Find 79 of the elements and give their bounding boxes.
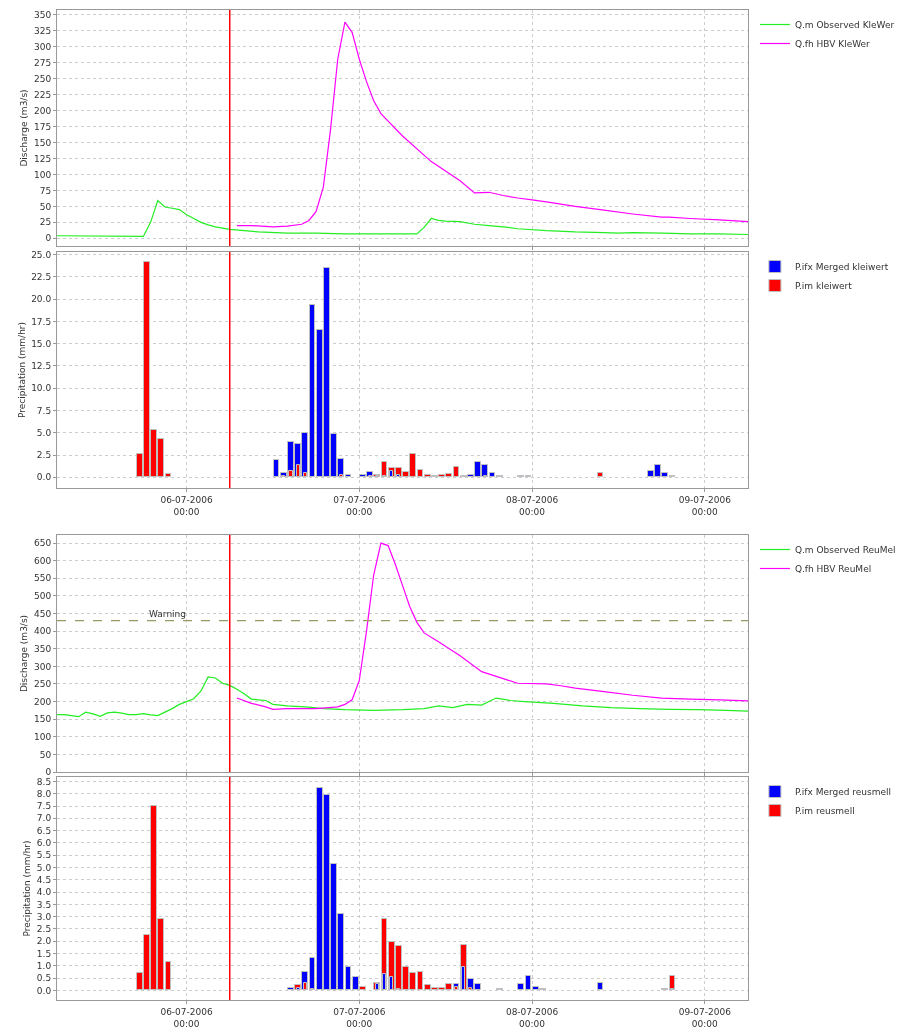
y-tick-label: 275 bbox=[34, 57, 52, 68]
y-tick-label: 8.0 bbox=[36, 788, 52, 799]
x-tick-label: 07-07-2006 00:00 bbox=[333, 494, 386, 517]
y-tick-label: 17.5 bbox=[31, 316, 52, 327]
y-tick-label: 1.5 bbox=[36, 948, 52, 959]
legend-label: Q.m Observed ReuMel bbox=[794, 545, 896, 556]
y-tick-label: 75 bbox=[39, 185, 52, 196]
y-tick-label: 150 bbox=[34, 137, 52, 148]
y-tick-label: 500 bbox=[34, 591, 52, 602]
y-tick-label: 25 bbox=[39, 217, 52, 228]
y-tick-label: 8.5 bbox=[36, 776, 52, 787]
y-tick-label: 4.5 bbox=[36, 874, 52, 885]
y-tick-label: 12.5 bbox=[31, 361, 52, 372]
y-tick-label: 50 bbox=[39, 201, 52, 212]
y-tick-label: 250 bbox=[34, 73, 52, 84]
y-tick-label: 0 bbox=[45, 233, 52, 244]
y-tick-label: 3.5 bbox=[36, 899, 52, 910]
y-tick-label: 7.5 bbox=[36, 801, 52, 812]
y-tick-label: 15.0 bbox=[31, 338, 52, 349]
y-axis-title: Discharge (m3/s) bbox=[19, 614, 30, 693]
y-tick-label: 50 bbox=[39, 749, 52, 760]
x-tick-label: 06-07-2006 00:00 bbox=[160, 494, 213, 517]
y-tick-label: 0 bbox=[45, 767, 52, 778]
y-tick-label: 125 bbox=[34, 153, 52, 164]
y-tick-label: 325 bbox=[34, 25, 52, 36]
y-tick-label: 150 bbox=[34, 714, 52, 725]
y-tick-label: 650 bbox=[34, 538, 52, 549]
y-tick-label: 5.5 bbox=[36, 850, 52, 861]
y-axis-title: Precipitation (mm/hr) bbox=[22, 840, 33, 937]
y-tick-label: 6.0 bbox=[36, 838, 52, 849]
y-tick-label: 250 bbox=[34, 679, 52, 690]
y-tick-label: 100 bbox=[34, 169, 52, 180]
y-tick-label: 300 bbox=[34, 661, 52, 672]
x-tick-label: 06-07-2006 00:00 bbox=[160, 1006, 213, 1029]
y-tick-label: 350 bbox=[34, 643, 52, 654]
x-tick-label: 08-07-2006 00:00 bbox=[505, 1006, 559, 1029]
y-tick-label: 1.0 bbox=[36, 960, 52, 971]
y-tick-label: 2.5 bbox=[36, 924, 52, 935]
x-tick-label: 09-07-2006 00:00 bbox=[678, 1006, 732, 1029]
y-tick-label: 7.0 bbox=[36, 813, 52, 824]
y-tick-label: 0.0 bbox=[36, 472, 52, 483]
x-tick-label: 07-07-2006 00:00 bbox=[333, 1006, 386, 1029]
y-axis-title: Discharge (m3/s) bbox=[19, 89, 30, 167]
y-tick-label: 550 bbox=[34, 573, 52, 584]
legend-label: P.im reusmell bbox=[794, 806, 855, 817]
y-tick-label: 200 bbox=[34, 696, 52, 707]
y-tick-label: 5.0 bbox=[36, 427, 52, 438]
y-tick-label: 0.0 bbox=[36, 985, 52, 996]
ref-line-label: Warning bbox=[149, 609, 187, 619]
legend-label: Q.fh HBV ReuMel bbox=[794, 564, 872, 575]
y-tick-label: 6.5 bbox=[36, 825, 52, 836]
y-tick-label: 25.0 bbox=[31, 249, 52, 260]
legend-label: Q.m Observed KleWer bbox=[794, 20, 895, 31]
y-tick-label: 22.5 bbox=[31, 272, 52, 283]
y-tick-label: 600 bbox=[34, 555, 52, 566]
y-tick-label: 7.5 bbox=[36, 405, 52, 416]
y-tick-label: 225 bbox=[34, 89, 52, 100]
y-tick-label: 200 bbox=[34, 105, 52, 116]
y-tick-label: 175 bbox=[34, 121, 52, 132]
y-axis-title: Precipitation (mm/hr) bbox=[16, 321, 27, 419]
legend-label: P.im kleiwert bbox=[794, 281, 853, 292]
y-tick-label: 2.0 bbox=[36, 936, 52, 947]
legend-label: P.ifx Merged reusmell bbox=[794, 787, 892, 798]
y-tick-label: 350 bbox=[34, 9, 52, 20]
y-tick-label: 450 bbox=[34, 608, 52, 619]
y-tick-label: 2.5 bbox=[36, 450, 52, 461]
y-tick-label: 0.5 bbox=[36, 973, 52, 984]
y-tick-label: 10.0 bbox=[31, 383, 52, 394]
y-tick-label: 5.0 bbox=[36, 862, 52, 873]
y-tick-label: 3.0 bbox=[36, 911, 52, 922]
y-tick-label: 4.0 bbox=[36, 887, 52, 898]
legend-label: Q.fh HBV KleWer bbox=[794, 39, 871, 50]
x-tick-label: 08-07-2006 00:00 bbox=[505, 494, 559, 517]
x-tick-label: 09-07-2006 00:00 bbox=[678, 494, 732, 517]
y-tick-label: 300 bbox=[34, 41, 52, 52]
legend-label: P.ifx Merged kleiwert bbox=[794, 262, 889, 273]
y-tick-label: 400 bbox=[34, 626, 52, 637]
y-tick-label: 100 bbox=[34, 731, 52, 742]
y-tick-label: 20.0 bbox=[31, 294, 52, 305]
